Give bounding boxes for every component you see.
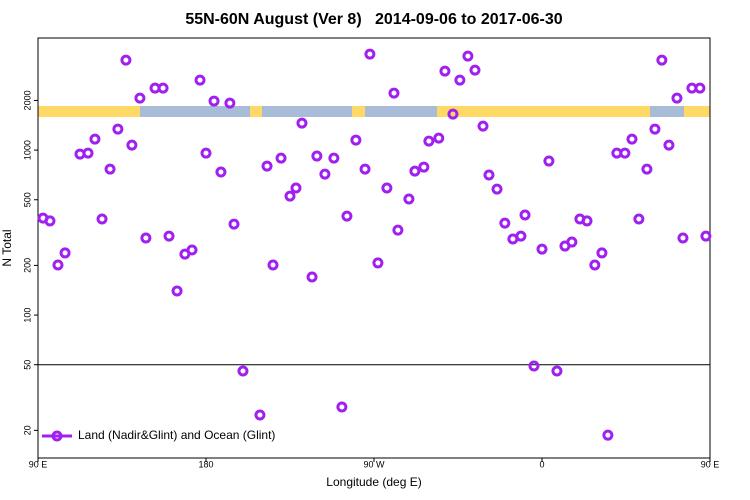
- point: [372, 257, 384, 269]
- chart-title: 55N-60N August (Ver 8) 2014-09-06 to 201…: [185, 11, 562, 28]
- point: [296, 117, 308, 129]
- legend-marker: [51, 430, 63, 442]
- point: [649, 123, 661, 135]
- point: [52, 259, 64, 271]
- y-tick-label: 20: [22, 425, 32, 435]
- point: [656, 54, 668, 66]
- point: [677, 232, 689, 244]
- point: [254, 409, 266, 421]
- point: [140, 232, 152, 244]
- y-tick-label: 2000: [22, 90, 32, 110]
- y-tick-label: 200: [22, 258, 32, 273]
- x-tick-label: 90 W: [363, 459, 385, 469]
- point: [418, 161, 430, 173]
- point: [433, 132, 445, 144]
- y-tick-label: 500: [22, 192, 32, 207]
- point: [515, 230, 527, 242]
- point: [589, 259, 601, 271]
- point: [89, 133, 101, 145]
- point: [290, 182, 302, 194]
- point: [626, 133, 638, 145]
- point: [602, 429, 614, 441]
- point: [328, 152, 340, 164]
- point: [454, 74, 466, 86]
- x-tick-label: 90 E: [701, 459, 720, 469]
- point: [528, 360, 540, 372]
- point: [126, 139, 138, 151]
- point: [104, 163, 116, 175]
- point: [483, 169, 495, 181]
- point: [543, 155, 555, 167]
- point: [551, 365, 563, 377]
- x-axis-label: Longitude (deg E): [326, 475, 421, 489]
- point: [350, 134, 362, 146]
- point: [403, 193, 415, 205]
- point: [663, 139, 675, 151]
- point: [96, 213, 108, 225]
- point: [163, 230, 175, 242]
- point: [237, 365, 249, 377]
- y-axis-label: N Total: [0, 229, 14, 266]
- point: [319, 168, 331, 180]
- point: [581, 215, 593, 227]
- point: [200, 147, 212, 159]
- point: [284, 190, 296, 202]
- point: [157, 82, 169, 94]
- point: [700, 230, 712, 242]
- point: [336, 401, 348, 413]
- point: [44, 215, 56, 227]
- point: [59, 247, 71, 259]
- point: [261, 160, 273, 172]
- point: [228, 218, 240, 230]
- point: [491, 183, 503, 195]
- point: [392, 224, 404, 236]
- land-ocean-strip: [38, 106, 710, 117]
- legend-label: Land (Nadir&Glint) and Ocean (Glint): [78, 428, 275, 442]
- point: [423, 135, 435, 147]
- point: [462, 50, 474, 62]
- point: [641, 163, 653, 175]
- point: [194, 74, 206, 86]
- point: [171, 285, 183, 297]
- point: [112, 123, 124, 135]
- point: [224, 97, 236, 109]
- point: [536, 243, 548, 255]
- y-tick-label: 1000: [22, 140, 32, 160]
- point: [120, 54, 132, 66]
- x-tick-label: 90 E: [29, 459, 48, 469]
- point: [633, 213, 645, 225]
- point: [82, 147, 94, 159]
- point: [208, 95, 220, 107]
- point: [519, 209, 531, 221]
- point: [671, 92, 683, 104]
- point: [359, 163, 371, 175]
- y-tick-label: 100: [22, 308, 32, 323]
- point: [596, 247, 608, 259]
- point: [477, 120, 489, 132]
- y-tick-label: 50: [22, 360, 32, 370]
- point: [341, 210, 353, 222]
- point: [447, 108, 459, 120]
- point: [267, 259, 279, 271]
- point: [388, 87, 400, 99]
- point: [215, 166, 227, 178]
- point: [499, 217, 511, 229]
- point: [694, 82, 706, 94]
- point: [134, 92, 146, 104]
- point: [311, 150, 323, 162]
- point: [364, 48, 376, 60]
- x-tick-label: 0: [539, 459, 544, 469]
- point: [306, 271, 318, 283]
- point: [469, 64, 481, 76]
- point: [566, 236, 578, 248]
- point: [439, 65, 451, 77]
- x-tick-label: 180: [198, 459, 213, 469]
- point: [619, 147, 631, 159]
- point: [186, 244, 198, 256]
- point: [381, 182, 393, 194]
- point: [275, 152, 287, 164]
- point: [409, 165, 421, 177]
